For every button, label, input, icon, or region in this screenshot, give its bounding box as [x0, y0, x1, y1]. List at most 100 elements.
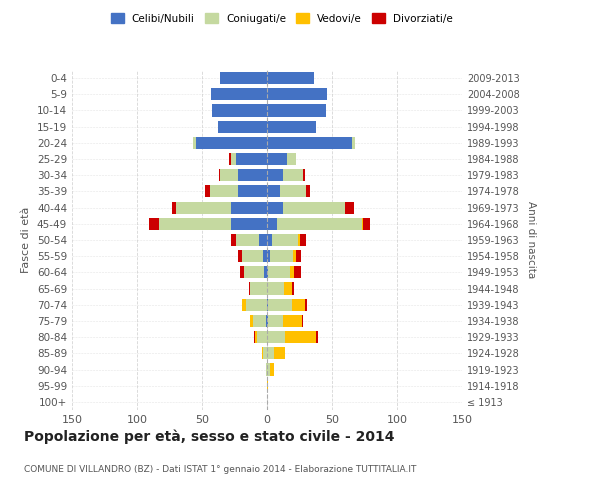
- Bar: [238, 169, 267, 181]
- Bar: [230, 202, 267, 213]
- Bar: [362, 218, 363, 230]
- Bar: [295, 266, 301, 278]
- Bar: [220, 72, 267, 84]
- Bar: [274, 348, 285, 360]
- Bar: [205, 186, 210, 198]
- Bar: [267, 380, 268, 392]
- Bar: [267, 282, 284, 294]
- Bar: [259, 234, 267, 246]
- Bar: [272, 234, 298, 246]
- Bar: [262, 348, 263, 360]
- Bar: [352, 137, 355, 149]
- Bar: [267, 137, 352, 149]
- Bar: [363, 218, 370, 230]
- Bar: [269, 250, 293, 262]
- Bar: [345, 202, 354, 213]
- Bar: [292, 282, 295, 294]
- Bar: [149, 218, 159, 230]
- Bar: [290, 266, 294, 278]
- Bar: [267, 169, 283, 181]
- Bar: [267, 153, 287, 165]
- Bar: [268, 266, 290, 278]
- Bar: [298, 234, 299, 246]
- Bar: [172, 202, 176, 213]
- Bar: [267, 364, 269, 376]
- Bar: [250, 282, 267, 294]
- Bar: [267, 72, 314, 84]
- Bar: [268, 298, 292, 311]
- Bar: [263, 348, 267, 360]
- Bar: [265, 266, 267, 278]
- Bar: [283, 169, 304, 181]
- Bar: [293, 250, 296, 262]
- Bar: [287, 153, 296, 165]
- Bar: [220, 169, 238, 181]
- Bar: [176, 202, 230, 213]
- Bar: [267, 186, 280, 198]
- Legend: Celibi/Nubili, Coniugati/e, Vedovi/e, Divorziati/e: Celibi/Nubili, Coniugati/e, Vedovi/e, Di…: [108, 10, 456, 26]
- Bar: [316, 331, 318, 343]
- Bar: [196, 137, 267, 149]
- Y-axis label: Fasce di età: Fasce di età: [22, 207, 31, 273]
- Bar: [285, 331, 316, 343]
- Bar: [244, 266, 265, 278]
- Bar: [277, 218, 362, 230]
- Bar: [269, 364, 274, 376]
- Bar: [299, 234, 306, 246]
- Bar: [296, 250, 301, 262]
- Bar: [280, 186, 306, 198]
- Bar: [242, 250, 263, 262]
- Bar: [250, 315, 253, 327]
- Bar: [212, 104, 267, 117]
- Bar: [267, 315, 268, 327]
- Bar: [267, 120, 316, 132]
- Bar: [218, 120, 267, 132]
- Bar: [302, 315, 304, 327]
- Bar: [267, 331, 285, 343]
- Bar: [267, 250, 269, 262]
- Bar: [219, 169, 220, 181]
- Bar: [236, 153, 267, 165]
- Y-axis label: Anni di nascita: Anni di nascita: [526, 202, 536, 278]
- Bar: [230, 234, 236, 246]
- Bar: [267, 298, 268, 311]
- Bar: [306, 186, 310, 198]
- Bar: [256, 331, 257, 343]
- Bar: [284, 282, 292, 294]
- Bar: [249, 282, 250, 294]
- Bar: [267, 348, 274, 360]
- Bar: [230, 153, 236, 165]
- Bar: [263, 250, 267, 262]
- Bar: [210, 186, 238, 198]
- Bar: [305, 298, 307, 311]
- Bar: [292, 298, 305, 311]
- Bar: [159, 218, 230, 230]
- Bar: [283, 202, 345, 213]
- Bar: [238, 250, 242, 262]
- Bar: [266, 364, 267, 376]
- Bar: [254, 331, 256, 343]
- Text: COMUNE DI VILLANDRO (BZ) - Dati ISTAT 1° gennaio 2014 - Elaborazione TUTTITALIA.: COMUNE DI VILLANDRO (BZ) - Dati ISTAT 1°…: [24, 465, 416, 474]
- Bar: [246, 298, 267, 311]
- Bar: [267, 88, 327, 101]
- Bar: [211, 88, 267, 101]
- Bar: [267, 234, 272, 246]
- Bar: [230, 218, 267, 230]
- Bar: [253, 315, 266, 327]
- Bar: [193, 137, 196, 149]
- Bar: [266, 315, 267, 327]
- Bar: [257, 331, 267, 343]
- Bar: [304, 169, 305, 181]
- Bar: [242, 298, 246, 311]
- Bar: [267, 218, 277, 230]
- Bar: [283, 315, 302, 327]
- Bar: [267, 104, 325, 117]
- Bar: [267, 202, 283, 213]
- Bar: [240, 266, 244, 278]
- Text: Popolazione per età, sesso e stato civile - 2014: Popolazione per età, sesso e stato civil…: [24, 430, 395, 444]
- Bar: [267, 266, 268, 278]
- Bar: [238, 186, 267, 198]
- Bar: [268, 315, 283, 327]
- Bar: [236, 234, 259, 246]
- Bar: [229, 153, 230, 165]
